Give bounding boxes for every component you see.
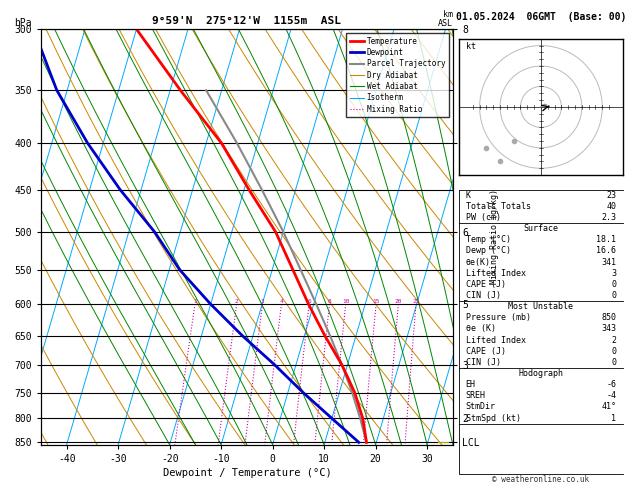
Text: Lifted Index: Lifted Index [465, 335, 526, 345]
Text: CAPE (J): CAPE (J) [465, 347, 506, 356]
Title: 9°59'N  275°12'W  1155m  ASL: 9°59'N 275°12'W 1155m ASL [152, 16, 342, 26]
Text: 3: 3 [260, 299, 264, 304]
Text: Pressure (mb): Pressure (mb) [465, 313, 531, 322]
Text: Lifted Index: Lifted Index [465, 269, 526, 278]
Text: 25: 25 [412, 299, 420, 304]
Text: StmSpd (kt): StmSpd (kt) [465, 414, 521, 423]
Text: Most Unstable: Most Unstable [508, 302, 574, 311]
Text: PW (cm): PW (cm) [465, 213, 501, 222]
Text: EH: EH [465, 380, 476, 389]
Text: 01.05.2024  06GMT  (Base: 00): 01.05.2024 06GMT (Base: 00) [456, 12, 626, 22]
Text: 2.3: 2.3 [601, 213, 616, 222]
Text: 40: 40 [606, 202, 616, 211]
Text: Mixing Ratio (g/kg): Mixing Ratio (g/kg) [489, 190, 499, 284]
Text: 343: 343 [601, 325, 616, 333]
Text: © weatheronline.co.uk: © weatheronline.co.uk [493, 474, 589, 484]
Text: -6: -6 [606, 380, 616, 389]
Text: StmDir: StmDir [465, 402, 496, 412]
X-axis label: Dewpoint / Temperature (°C): Dewpoint / Temperature (°C) [162, 468, 331, 478]
Text: 41°: 41° [601, 402, 616, 412]
Text: -4: -4 [606, 391, 616, 400]
Text: km
ASL: km ASL [438, 10, 453, 28]
Text: Temp (°C): Temp (°C) [465, 235, 511, 244]
Text: Surface: Surface [523, 224, 559, 233]
Text: SREH: SREH [465, 391, 486, 400]
Text: CIN (J): CIN (J) [465, 291, 501, 300]
Text: 341: 341 [601, 258, 616, 266]
Text: 6: 6 [307, 299, 311, 304]
Text: Dewp (°C): Dewp (°C) [465, 246, 511, 255]
Text: CIN (J): CIN (J) [465, 358, 501, 367]
Text: θe(K): θe(K) [465, 258, 491, 266]
Text: 2: 2 [235, 299, 238, 304]
Text: 0: 0 [611, 358, 616, 367]
Text: hPa: hPa [14, 18, 31, 28]
Text: 0: 0 [611, 347, 616, 356]
Text: 10: 10 [342, 299, 350, 304]
Text: 3: 3 [611, 269, 616, 278]
Text: 15: 15 [372, 299, 380, 304]
Legend: Temperature, Dewpoint, Parcel Trajectory, Dry Adiabat, Wet Adiabat, Isotherm, Mi: Temperature, Dewpoint, Parcel Trajectory… [346, 33, 449, 117]
Text: Hodograph: Hodograph [518, 369, 564, 378]
Text: 8: 8 [328, 299, 331, 304]
Text: K: K [465, 191, 470, 200]
Text: 1: 1 [193, 299, 197, 304]
Text: 0: 0 [611, 291, 616, 300]
Text: 1: 1 [611, 414, 616, 423]
Text: θe (K): θe (K) [465, 325, 496, 333]
Text: 2: 2 [611, 335, 616, 345]
Text: 16.6: 16.6 [596, 246, 616, 255]
Text: 0: 0 [611, 280, 616, 289]
Text: 4: 4 [279, 299, 283, 304]
Text: kt: kt [466, 42, 476, 51]
Text: CAPE (J): CAPE (J) [465, 280, 506, 289]
Text: 18.1: 18.1 [596, 235, 616, 244]
Text: 23: 23 [606, 191, 616, 200]
Text: 20: 20 [394, 299, 402, 304]
Text: 850: 850 [601, 313, 616, 322]
Text: Totals Totals: Totals Totals [465, 202, 531, 211]
